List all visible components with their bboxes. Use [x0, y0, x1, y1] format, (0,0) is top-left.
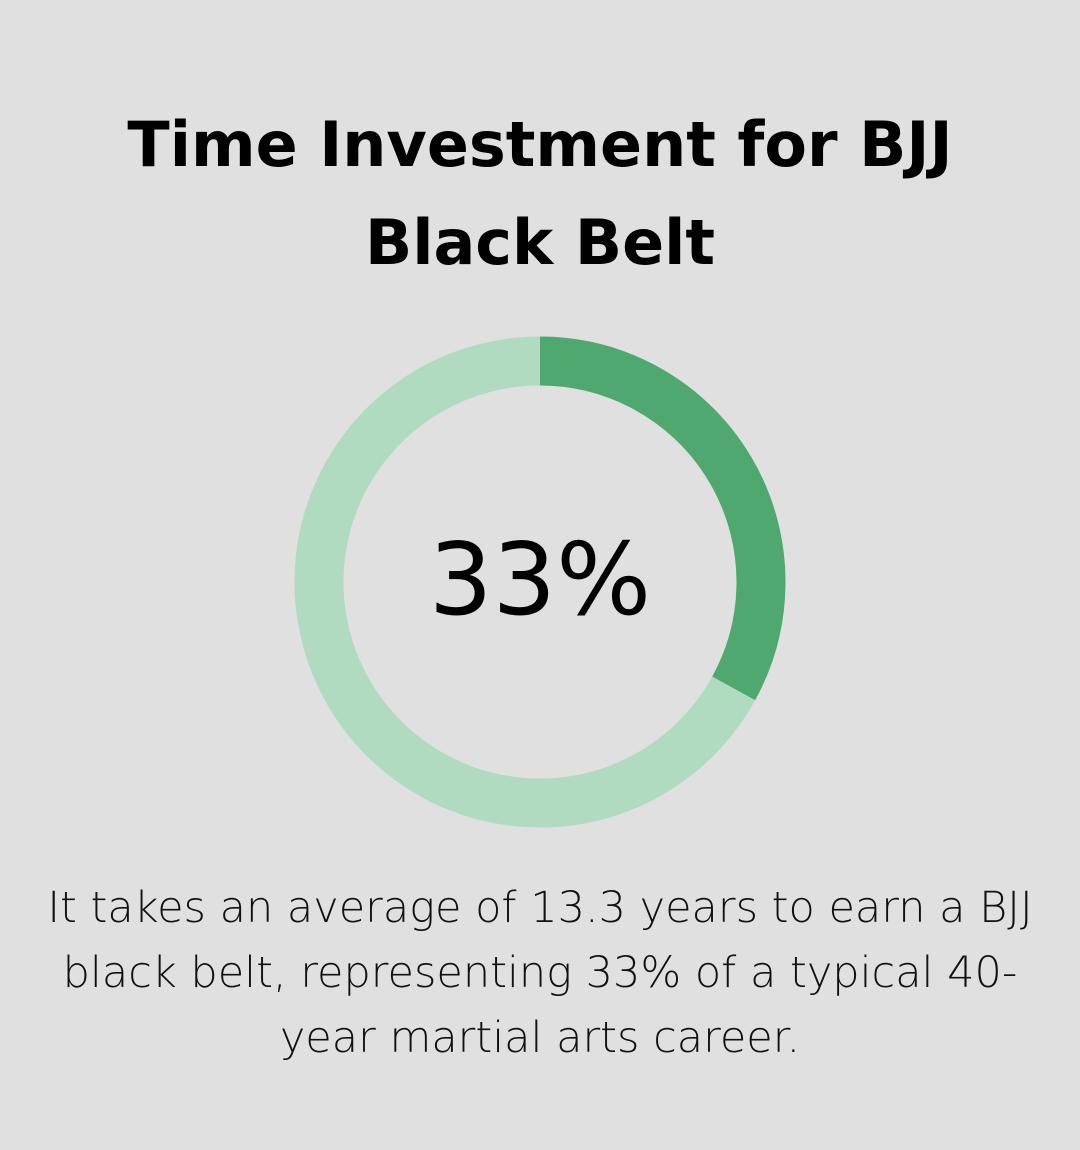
donut-slice-highlighted	[539, 336, 786, 701]
center-percentage-label: 33%	[428, 521, 652, 638]
donut-chart	[294, 336, 786, 828]
chart-title: Time Investment for BJJ Black Belt	[127, 108, 953, 279]
donut-slice-remainder	[294, 336, 756, 828]
chart-caption: It takes an average of 13.3 years to ear…	[47, 883, 1033, 1063]
